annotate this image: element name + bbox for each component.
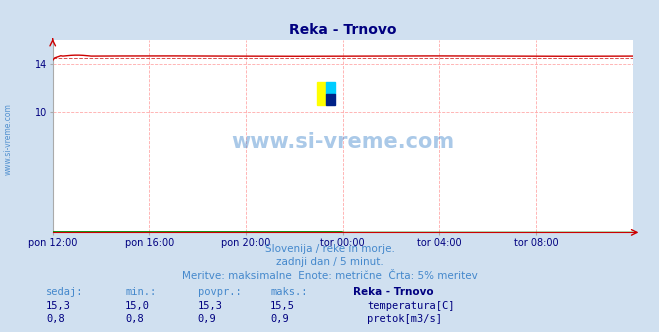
Text: 15,5: 15,5 xyxy=(270,301,295,311)
Text: min.:: min.: xyxy=(125,287,156,297)
Text: 0,9: 0,9 xyxy=(270,314,289,324)
Text: 15,3: 15,3 xyxy=(198,301,223,311)
FancyBboxPatch shape xyxy=(316,82,326,105)
Text: 15,0: 15,0 xyxy=(125,301,150,311)
Text: temperatura[C]: temperatura[C] xyxy=(367,301,455,311)
Text: 0,8: 0,8 xyxy=(125,314,144,324)
Text: Slovenija / reke in morje.: Slovenija / reke in morje. xyxy=(264,244,395,254)
Text: Reka - Trnovo: Reka - Trnovo xyxy=(353,287,433,297)
Text: 0,9: 0,9 xyxy=(198,314,216,324)
Text: www.si-vreme.com: www.si-vreme.com xyxy=(3,104,13,175)
FancyBboxPatch shape xyxy=(326,82,335,94)
Title: Reka - Trnovo: Reka - Trnovo xyxy=(289,23,397,37)
Text: Meritve: maksimalne  Enote: metrične  Črta: 5% meritev: Meritve: maksimalne Enote: metrične Črta… xyxy=(182,271,477,281)
Text: 15,3: 15,3 xyxy=(46,301,71,311)
Text: sedaj:: sedaj: xyxy=(46,287,84,297)
FancyBboxPatch shape xyxy=(326,94,335,105)
Text: pretok[m3/s]: pretok[m3/s] xyxy=(367,314,442,324)
Text: povpr.:: povpr.: xyxy=(198,287,241,297)
Text: maks.:: maks.: xyxy=(270,287,308,297)
Text: www.si-vreme.com: www.si-vreme.com xyxy=(231,132,454,152)
Text: 0,8: 0,8 xyxy=(46,314,65,324)
Text: zadnji dan / 5 minut.: zadnji dan / 5 minut. xyxy=(275,257,384,267)
